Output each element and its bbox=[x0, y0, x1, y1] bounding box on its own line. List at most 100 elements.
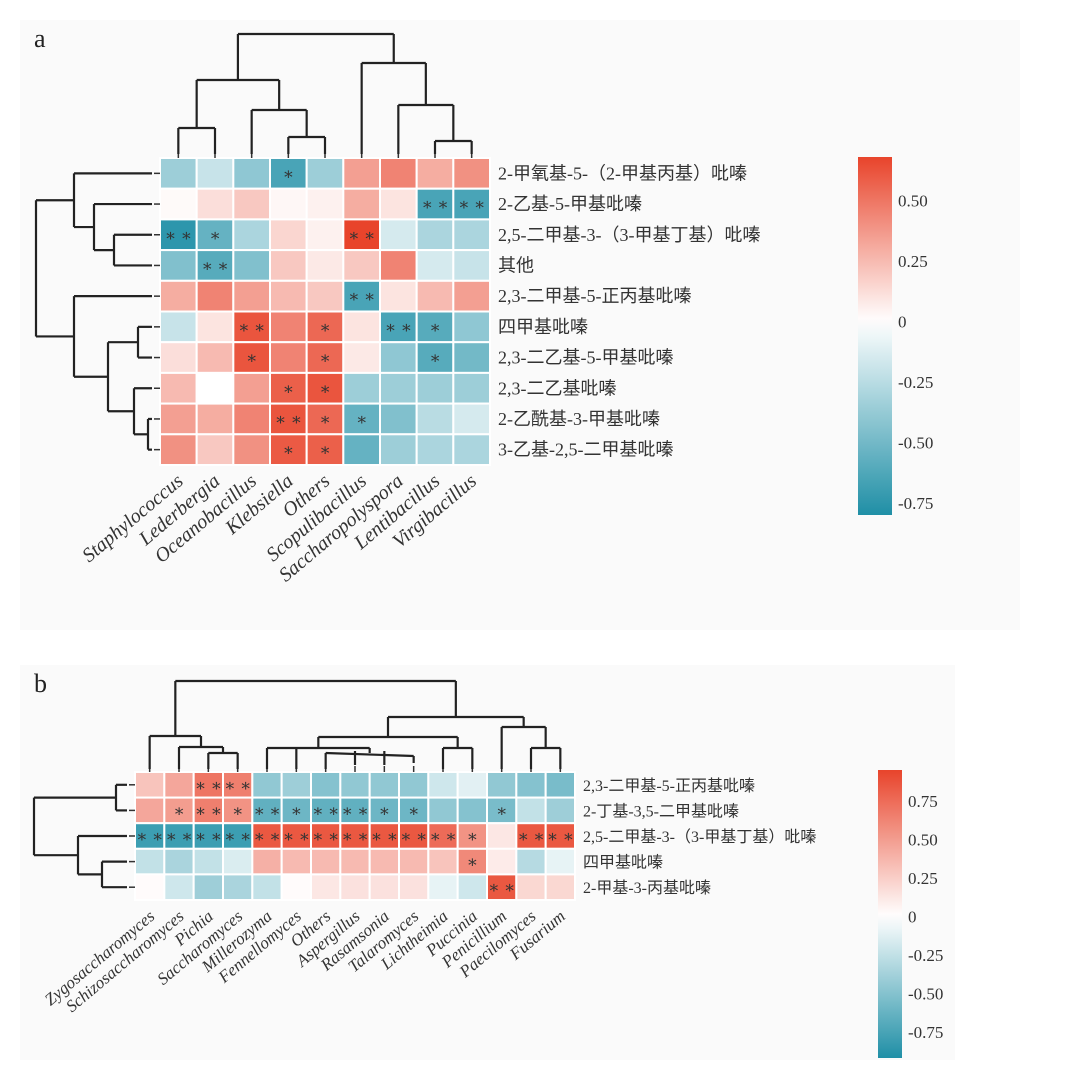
colorbar-tick-label: -0.50 bbox=[908, 984, 943, 1003]
heatmap-cell bbox=[159, 371, 198, 405]
heatmap-cell bbox=[544, 847, 577, 876]
significance-marker: ∗ ∗ bbox=[341, 801, 368, 820]
row-label: 2,5-二甲基-3-（3-甲基丁基）吡嗪 bbox=[498, 225, 760, 245]
heatmap-cell bbox=[232, 402, 271, 436]
significance-marker: ∗ bbox=[291, 801, 303, 820]
heatmap-cell bbox=[159, 187, 198, 221]
heatmap-cell bbox=[415, 279, 455, 313]
significance-marker: ∗ bbox=[356, 410, 368, 429]
significance-marker: ∗ bbox=[467, 853, 479, 872]
heatmap-cell bbox=[456, 771, 488, 799]
heatmap-cell bbox=[305, 402, 345, 436]
heatmap-cell bbox=[163, 873, 195, 901]
significance-marker: ∗ ∗ bbox=[224, 776, 251, 795]
significance-marker: ∗ bbox=[283, 379, 295, 398]
heatmap-cell bbox=[195, 187, 235, 221]
row-label: 四甲基吡嗪 bbox=[583, 854, 663, 872]
significance-marker: ∗ ∗ bbox=[488, 878, 515, 897]
colorbar-tick-label: -0.75 bbox=[908, 1023, 943, 1042]
heatmap-cell bbox=[310, 847, 342, 876]
heatmap-cell bbox=[544, 873, 577, 901]
significance-marker: ∗ ∗ bbox=[195, 827, 222, 846]
heatmap-cell bbox=[251, 847, 283, 876]
heatmap-cell bbox=[339, 847, 371, 876]
heatmap-cell bbox=[415, 249, 455, 282]
heatmap-cell bbox=[159, 249, 198, 282]
heatmap-cell bbox=[342, 279, 382, 313]
row-label: 3-乙基-2,5-二甲基吡嗪 bbox=[498, 440, 673, 460]
significance-marker: ∗ ∗ bbox=[238, 318, 265, 337]
significance-marker: ∗ bbox=[232, 801, 244, 820]
row-label: 2,5-二甲基-3-（3-甲基丁基）吡嗪 bbox=[583, 828, 816, 846]
significance-marker: ∗ ∗ bbox=[421, 195, 448, 214]
heatmap-cell bbox=[305, 157, 345, 190]
heatmap-cell bbox=[398, 847, 430, 876]
significance-marker: ∗ bbox=[496, 801, 508, 820]
heatmap-cell bbox=[269, 218, 308, 252]
panel-a: a ∗ ∗ ∗ ∗ ∗ ∗ ∗ ∗ ∗ ∗ ∗ ∗ ∗ ∗ ∗ ∗ ∗ ∗ ∗ ∗ ∗ ∗ ∗ ∗ ∗ ∗ ∗ ∗ ∗… bbox=[20, 20, 1020, 630]
heatmap-cell bbox=[368, 873, 400, 901]
heatmap-cell bbox=[379, 341, 418, 374]
heatmap-cell bbox=[222, 847, 254, 876]
significance-marker: ∗ ∗ bbox=[348, 226, 375, 245]
significance-marker: ∗ ∗ bbox=[201, 256, 228, 275]
significance-marker: ∗ bbox=[429, 349, 441, 368]
heatmap-cell bbox=[280, 771, 312, 799]
heatmap-cell bbox=[544, 771, 577, 799]
significance-marker: ∗ ∗ bbox=[429, 827, 456, 846]
heatmap-cell bbox=[134, 796, 166, 825]
heatmap-cell bbox=[342, 310, 382, 344]
heatmap-cell bbox=[195, 371, 235, 405]
heatmap-cell bbox=[379, 157, 418, 190]
significance-marker: ∗ ∗ bbox=[371, 827, 398, 846]
colorbar bbox=[878, 770, 902, 1058]
heatmap-cell bbox=[415, 433, 455, 466]
heatmap-cell bbox=[280, 796, 312, 825]
heatmap-cell bbox=[515, 847, 547, 876]
significance-marker: ∗ bbox=[319, 349, 331, 368]
panel-label-b: b bbox=[34, 669, 47, 698]
heatmap-cell bbox=[342, 402, 382, 436]
significance-marker: ∗ ∗ bbox=[458, 195, 485, 214]
heatmap-cell bbox=[269, 341, 308, 374]
significance-marker: ∗ bbox=[429, 318, 441, 337]
heatmap-cell bbox=[195, 157, 235, 190]
heatmap-cell bbox=[398, 873, 430, 901]
heatmap-cell bbox=[163, 771, 195, 799]
heatmap-cell bbox=[452, 218, 492, 252]
colorbar-tick-label: -0.75 bbox=[898, 494, 933, 513]
heatmap-cell bbox=[159, 402, 198, 436]
significance-marker: ∗ ∗ bbox=[253, 801, 280, 820]
colorbar-tick-label: 0.25 bbox=[908, 869, 938, 888]
row-label: 2,3-二乙基-5-甲基吡嗪 bbox=[498, 348, 673, 368]
colorbar-tick-label: -0.25 bbox=[898, 373, 933, 392]
heatmap-cell bbox=[195, 433, 235, 466]
heatmap-cell bbox=[368, 847, 400, 876]
heatmap-cell bbox=[232, 218, 271, 252]
heatmap-cell bbox=[269, 187, 308, 221]
heatmap-cell bbox=[486, 847, 518, 876]
heatmap-cell bbox=[452, 402, 492, 436]
heatmap-cell bbox=[515, 796, 547, 825]
heatmap-cell bbox=[415, 371, 455, 405]
heatmap-cell bbox=[379, 187, 418, 221]
colorbar-tick-label: 0.75 bbox=[908, 792, 938, 811]
heatmap-cell bbox=[342, 157, 382, 190]
heatmap-cell bbox=[305, 310, 345, 344]
significance-marker: ∗ ∗ bbox=[348, 287, 375, 306]
significance-marker: ∗ ∗ bbox=[312, 827, 339, 846]
heatmap-cell bbox=[232, 371, 271, 405]
heatmap-cell bbox=[232, 157, 271, 190]
heatmap-cell bbox=[415, 218, 455, 252]
colorbar-tick-label: 0 bbox=[898, 312, 907, 331]
significance-marker: ∗ ∗ bbox=[224, 827, 251, 846]
heatmap-cell bbox=[269, 310, 308, 344]
heatmap-cell bbox=[305, 218, 345, 252]
heatmap-cell bbox=[222, 771, 254, 799]
significance-marker: ∗ ∗ bbox=[195, 801, 222, 820]
heatmap-cell bbox=[368, 771, 400, 799]
heatmap-cell bbox=[415, 157, 455, 190]
row-label: 2-乙酰基-3-甲基吡嗪 bbox=[498, 409, 660, 429]
heatmap-cell bbox=[195, 402, 235, 436]
heatmap-cell bbox=[452, 310, 492, 344]
